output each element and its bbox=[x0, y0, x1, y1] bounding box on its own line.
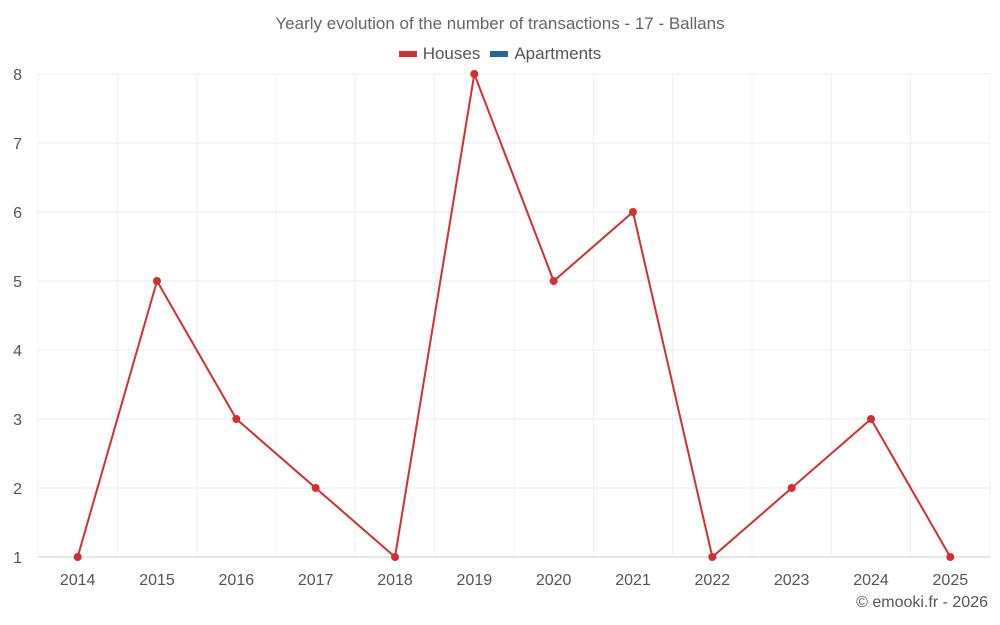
x-tick-label: 2018 bbox=[377, 572, 413, 589]
x-tick-label: 2025 bbox=[933, 572, 969, 589]
grid bbox=[37, 73, 991, 558]
legend-label-houses: Houses bbox=[422, 44, 481, 63]
legend-item-houses[interactable]: Houses bbox=[398, 44, 481, 64]
data-point-houses[interactable] bbox=[946, 553, 955, 561]
y-tick-label: 8 bbox=[13, 67, 22, 84]
x-tick-label: 2017 bbox=[298, 572, 334, 589]
x-tick-label: 2024 bbox=[853, 572, 889, 589]
x-tick-label: 2019 bbox=[457, 572, 493, 589]
legend-swatch-apartments bbox=[490, 51, 509, 57]
legend-item-apartments[interactable]: Apartments bbox=[490, 44, 601, 64]
data-point-houses[interactable] bbox=[470, 70, 479, 78]
y-tick-label: 7 bbox=[13, 136, 22, 153]
data-point-houses[interactable] bbox=[73, 553, 82, 561]
y-tick-label: 6 bbox=[13, 205, 22, 222]
y-tick-label: 4 bbox=[13, 343, 22, 360]
legend-label-apartments: Apartments bbox=[514, 44, 602, 63]
data-point-houses[interactable] bbox=[232, 415, 241, 423]
y-tick-label: 2 bbox=[13, 481, 22, 498]
legend-swatch-houses bbox=[398, 51, 417, 57]
data-point-houses[interactable] bbox=[391, 553, 399, 561]
axes: 1 2 3 4 5 6 7 8 2014 2015 2016 2017 2018 2019 2020 2021… bbox=[13, 67, 990, 589]
y-tick-label: 1 bbox=[13, 550, 22, 567]
data-point-houses[interactable] bbox=[311, 484, 320, 492]
x-tick-label: 2021 bbox=[615, 572, 651, 589]
y-tick-label: 3 bbox=[13, 412, 22, 429]
data-point-houses[interactable] bbox=[549, 277, 558, 285]
x-tick-label: 2015 bbox=[139, 572, 175, 589]
series-line-houses bbox=[76, 70, 952, 559]
x-tick-label: 2016 bbox=[219, 572, 255, 589]
y-tick-label: 5 bbox=[13, 274, 22, 291]
data-point-houses[interactable] bbox=[708, 553, 717, 561]
chart-title: Yearly evolution of the number of transa… bbox=[275, 14, 725, 33]
x-tick-label: 2014 bbox=[60, 572, 96, 589]
data-point-houses[interactable] bbox=[787, 484, 796, 492]
x-tick-label: 2023 bbox=[774, 572, 810, 589]
x-tick-label: 2020 bbox=[536, 572, 572, 589]
data-point-houses[interactable] bbox=[867, 415, 875, 423]
x-tick-label: 2022 bbox=[695, 572, 731, 589]
credit-text: © emooki.fr - 2026 bbox=[856, 594, 988, 611]
data-point-houses[interactable] bbox=[629, 208, 637, 216]
data-point-houses[interactable] bbox=[153, 277, 161, 285]
series bbox=[73, 70, 955, 561]
legend: Houses Apartments bbox=[0, 44, 1000, 64]
